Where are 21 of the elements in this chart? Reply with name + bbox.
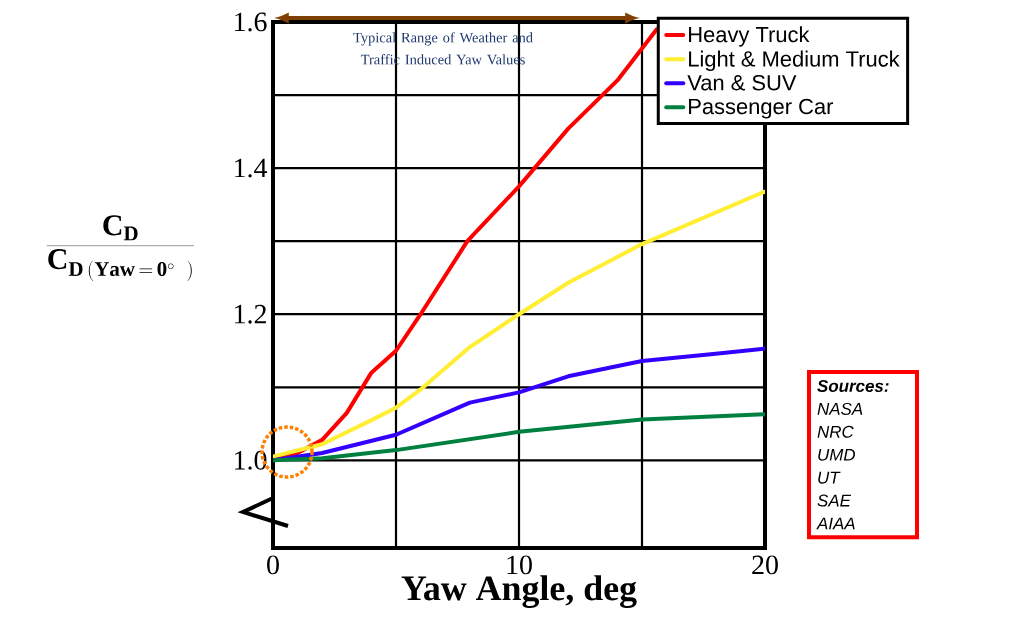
line-series bbox=[273, 189, 766, 459]
text: UMD bbox=[818, 448, 856, 461]
y-axis-title: $\frac{\mathbf{C_D}}{\mathbf{C_{D\,(Yaw\,=\,0^{\circ}\;\;)}}}$ bbox=[46, 215, 195, 282]
x-tick-label: 0 bbox=[267, 555, 279, 575]
y-tick-label: 1.6 bbox=[235, 12, 267, 32]
legend-label: Van & SUV bbox=[687, 74, 797, 91]
text: NRC bbox=[817, 425, 854, 438]
line-series bbox=[273, 412, 766, 463]
text: AIAA bbox=[816, 517, 855, 530]
y-tick-label: 1.2 bbox=[235, 304, 266, 324]
x-tick-label: 10 bbox=[507, 555, 532, 575]
text: SAE bbox=[817, 494, 852, 507]
text: NASA bbox=[817, 402, 863, 415]
y-tick-label: 1.4 bbox=[235, 158, 268, 178]
legend-label: Heavy Truck bbox=[689, 26, 810, 47]
legend-label: Light & Medium Truck bbox=[689, 50, 900, 72]
x-tick-label: 20 bbox=[752, 555, 778, 575]
legend-label: Passenger Car bbox=[689, 98, 834, 119]
text: UT bbox=[818, 471, 841, 484]
x-axis-title: Yaw Angle, deg bbox=[401, 575, 637, 608]
source-note: Sources: bbox=[817, 379, 889, 392]
